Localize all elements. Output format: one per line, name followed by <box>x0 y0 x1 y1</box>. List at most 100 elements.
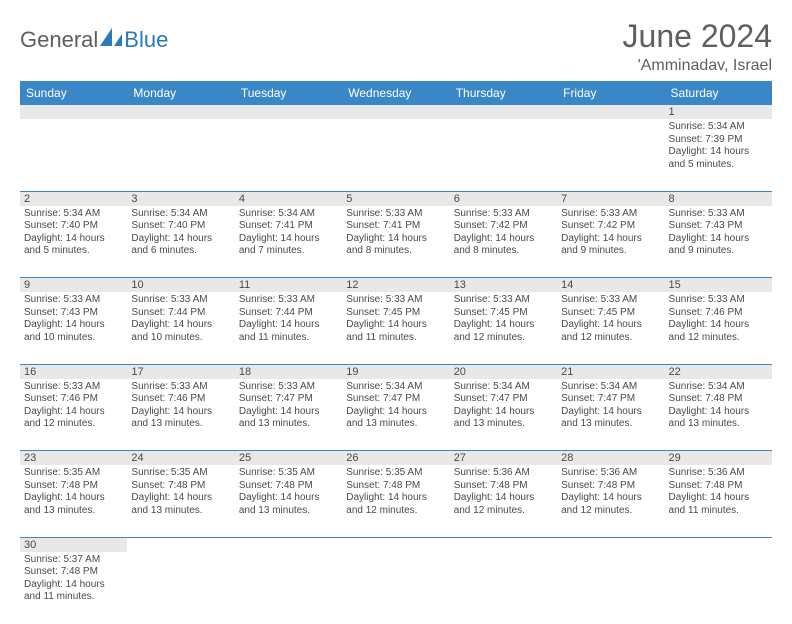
day-number: 22 <box>669 366 681 378</box>
day-info-line: Daylight: 14 hours <box>131 319 230 332</box>
day-info-line: and 12 minutes. <box>24 418 123 431</box>
week-row: Sunrise: 5:33 AMSunset: 7:43 PMDaylight:… <box>20 292 772 364</box>
day-number-cell <box>127 537 234 552</box>
day-data-cell: Sunrise: 5:35 AMSunset: 7:48 PMDaylight:… <box>342 465 449 537</box>
day-data-cell: Sunrise: 5:36 AMSunset: 7:48 PMDaylight:… <box>665 465 772 537</box>
day-info-line: and 12 minutes. <box>454 332 553 345</box>
day-number-cell: 25 <box>235 451 342 466</box>
day-data-cell <box>557 552 664 624</box>
day-info-line: Sunset: 7:45 PM <box>454 307 553 320</box>
week-row: Sunrise: 5:33 AMSunset: 7:46 PMDaylight:… <box>20 379 772 451</box>
day-number-cell: 4 <box>235 191 342 206</box>
day-data-cell: Sunrise: 5:35 AMSunset: 7:48 PMDaylight:… <box>127 465 234 537</box>
day-info-line: Sunrise: 5:33 AM <box>131 381 230 394</box>
weekday-header: Wednesday <box>342 81 449 105</box>
logo-sail-icon <box>98 26 124 53</box>
day-info-line: Sunset: 7:44 PM <box>239 307 338 320</box>
day-data-cell: Sunrise: 5:35 AMSunset: 7:48 PMDaylight:… <box>235 465 342 537</box>
day-info-line: Daylight: 14 hours <box>669 233 768 246</box>
weekday-header: Monday <box>127 81 234 105</box>
day-info-line: Sunset: 7:48 PM <box>24 566 123 579</box>
day-number: 24 <box>131 452 143 464</box>
day-number-cell: 22 <box>665 364 772 379</box>
day-data-cell <box>450 119 557 191</box>
day-info-line: Daylight: 14 hours <box>24 233 123 246</box>
day-info-line: and 13 minutes. <box>239 418 338 431</box>
day-number-cell: 1 <box>665 105 772 119</box>
day-number-cell: 11 <box>235 278 342 293</box>
day-number-cell <box>557 105 664 119</box>
day-data-cell <box>127 552 234 624</box>
day-info-line: and 13 minutes. <box>131 418 230 431</box>
location-label: 'Amminadav, Israel <box>623 57 772 75</box>
day-info-line: Sunset: 7:45 PM <box>346 307 445 320</box>
day-info-line: Sunset: 7:43 PM <box>24 307 123 320</box>
day-number-cell: 6 <box>450 191 557 206</box>
day-info-line: Sunset: 7:46 PM <box>24 393 123 406</box>
day-info-line: and 12 minutes. <box>561 332 660 345</box>
day-number: 26 <box>346 452 358 464</box>
day-info-line: Sunset: 7:41 PM <box>346 220 445 233</box>
day-data-cell: Sunrise: 5:34 AMSunset: 7:47 PMDaylight:… <box>557 379 664 451</box>
day-info-line: and 9 minutes. <box>669 245 768 258</box>
day-info-line: and 10 minutes. <box>24 332 123 345</box>
day-number-cell <box>235 105 342 119</box>
day-number-cell: 26 <box>342 451 449 466</box>
day-info-line: Sunrise: 5:35 AM <box>24 467 123 480</box>
day-info-line: Daylight: 14 hours <box>346 492 445 505</box>
daynum-row: 16171819202122 <box>20 364 772 379</box>
day-number: 27 <box>454 452 466 464</box>
day-data-cell: Sunrise: 5:33 AMSunset: 7:46 PMDaylight:… <box>20 379 127 451</box>
day-info-line: and 8 minutes. <box>346 245 445 258</box>
day-data-cell: Sunrise: 5:33 AMSunset: 7:44 PMDaylight:… <box>127 292 234 364</box>
weekday-header: Saturday <box>665 81 772 105</box>
day-info-line: Daylight: 14 hours <box>561 406 660 419</box>
day-number-cell <box>127 105 234 119</box>
day-number: 9 <box>24 279 30 291</box>
day-info-line: and 12 minutes. <box>669 332 768 345</box>
month-title: June 2024 <box>623 18 772 55</box>
day-data-cell: Sunrise: 5:34 AMSunset: 7:39 PMDaylight:… <box>665 119 772 191</box>
day-info-line: and 12 minutes. <box>346 505 445 518</box>
day-info-line: Sunrise: 5:33 AM <box>454 208 553 221</box>
day-number-cell: 14 <box>557 278 664 293</box>
day-number-cell: 18 <box>235 364 342 379</box>
day-number-cell: 16 <box>20 364 127 379</box>
day-data-cell: Sunrise: 5:34 AMSunset: 7:41 PMDaylight:… <box>235 206 342 278</box>
day-info-line: Daylight: 14 hours <box>239 233 338 246</box>
day-info-line: and 5 minutes. <box>669 159 768 172</box>
day-info-line: Sunrise: 5:34 AM <box>669 121 768 134</box>
day-info-line: Sunrise: 5:36 AM <box>454 467 553 480</box>
day-number-cell: 9 <box>20 278 127 293</box>
day-number-cell: 19 <box>342 364 449 379</box>
day-info-line: Sunrise: 5:33 AM <box>669 208 768 221</box>
day-info-line: and 5 minutes. <box>24 245 123 258</box>
day-number: 16 <box>24 366 36 378</box>
logo-text-general: General <box>20 27 98 53</box>
day-info-line: and 13 minutes. <box>24 505 123 518</box>
day-number: 3 <box>131 193 137 205</box>
day-number-cell: 10 <box>127 278 234 293</box>
day-info-line: Sunset: 7:48 PM <box>669 480 768 493</box>
day-info-line: Daylight: 14 hours <box>669 406 768 419</box>
week-row: Sunrise: 5:34 AMSunset: 7:40 PMDaylight:… <box>20 206 772 278</box>
day-info-line: Daylight: 14 hours <box>24 319 123 332</box>
day-info-line: Sunset: 7:48 PM <box>669 393 768 406</box>
day-number: 8 <box>669 193 675 205</box>
day-info-line: Sunset: 7:41 PM <box>239 220 338 233</box>
day-data-cell: Sunrise: 5:33 AMSunset: 7:46 PMDaylight:… <box>127 379 234 451</box>
day-number: 21 <box>561 366 573 378</box>
day-info-line: Sunset: 7:47 PM <box>239 393 338 406</box>
day-number-cell: 8 <box>665 191 772 206</box>
day-number: 13 <box>454 279 466 291</box>
day-info-line: and 13 minutes. <box>346 418 445 431</box>
day-info-line: Sunrise: 5:34 AM <box>454 381 553 394</box>
day-info-line: Daylight: 14 hours <box>24 406 123 419</box>
day-number: 20 <box>454 366 466 378</box>
day-data-cell: Sunrise: 5:33 AMSunset: 7:42 PMDaylight:… <box>450 206 557 278</box>
day-info-line: Daylight: 14 hours <box>669 492 768 505</box>
day-data-cell: Sunrise: 5:36 AMSunset: 7:48 PMDaylight:… <box>450 465 557 537</box>
day-info-line: Daylight: 14 hours <box>239 319 338 332</box>
day-info-line: Sunrise: 5:33 AM <box>131 294 230 307</box>
header: General Blue June 2024 'Amminadav, Israe… <box>20 18 772 75</box>
